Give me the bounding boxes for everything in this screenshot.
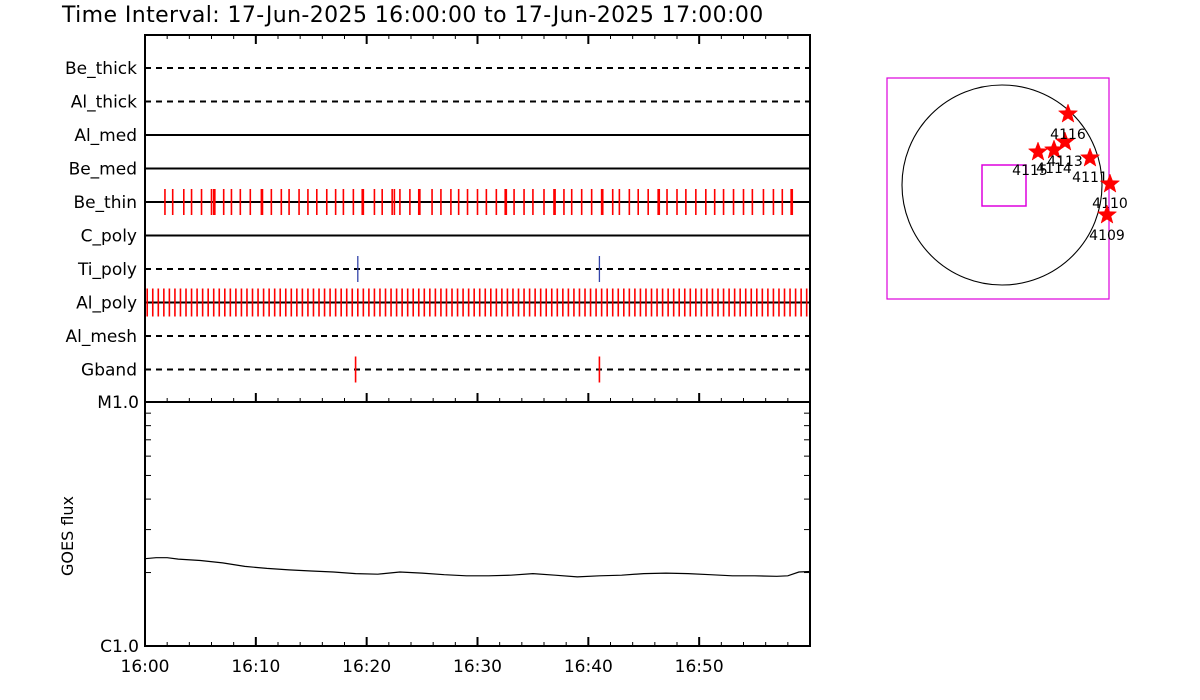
active-region-label: 4116 [1050, 127, 1086, 143]
active-region-star [1099, 173, 1121, 193]
active-region-star [1057, 103, 1079, 123]
goes-x-tick-label: 16:10 [231, 657, 280, 677]
goes-flux-line [144, 557, 811, 578]
filter-label-be_med: Be_med [69, 160, 137, 180]
active-region-label: 4111 [1072, 170, 1108, 186]
active-region-label: 4114 [1036, 161, 1072, 177]
goes-flux-panel: C1.0 M1.0 GOES flux 16:00 16:10 16:20 16:30 16:… [58, 393, 811, 677]
goes-x-tick-label: 16:20 [342, 657, 391, 677]
field-of-view-box [981, 164, 1027, 207]
timeline-frame [144, 34, 811, 403]
active-region-star [1054, 131, 1076, 151]
solar-limb [901, 84, 1103, 286]
time-interval-title: Time Interval: 17-Jun-2025 16:00:00 to 1… [62, 3, 764, 28]
goes-x-tick-label: 16:30 [453, 657, 502, 677]
active-region-star [1027, 141, 1049, 161]
filter-label-al_mesh: Al_mesh [65, 327, 137, 347]
goes-y-tick-label: M1.0 [97, 393, 139, 413]
active-region-label: 4109 [1089, 228, 1125, 244]
filter-label-al_thick: Al_thick [71, 93, 137, 113]
filter-label-be_thin: Be_thin [73, 193, 137, 213]
goes-y-axis-label: GOES flux [58, 496, 77, 576]
active-region-star [1079, 147, 1101, 167]
filter-label-ti_poly: Ti_poly [77, 260, 137, 280]
active-region-label: 4115 [1012, 163, 1048, 179]
active-region-label: 4110 [1092, 196, 1128, 212]
filter-label-al_poly: Al_poly [76, 294, 137, 314]
active-region-label: 4113 [1047, 154, 1083, 170]
filter-label-be_thick: Be_thick [65, 59, 137, 79]
goes-x-tick-label: 16:40 [564, 657, 613, 677]
filter-label-gband: Gband [81, 361, 137, 381]
filter-label-c_poly: C_poly [81, 227, 137, 247]
filter-timeline-panel: Be_thick Al_thick Al_med Be_med Be_thin C_pol… [65, 34, 811, 403]
active-region-star [1096, 204, 1118, 224]
goes-x-tick-label: 16:00 [121, 657, 170, 677]
goes-x-tick-label: 16:50 [675, 657, 724, 677]
goes-y-tick-label: C1.0 [100, 637, 139, 657]
goes-frame [144, 401, 811, 647]
filter-label-al_med: Al_med [74, 126, 137, 146]
